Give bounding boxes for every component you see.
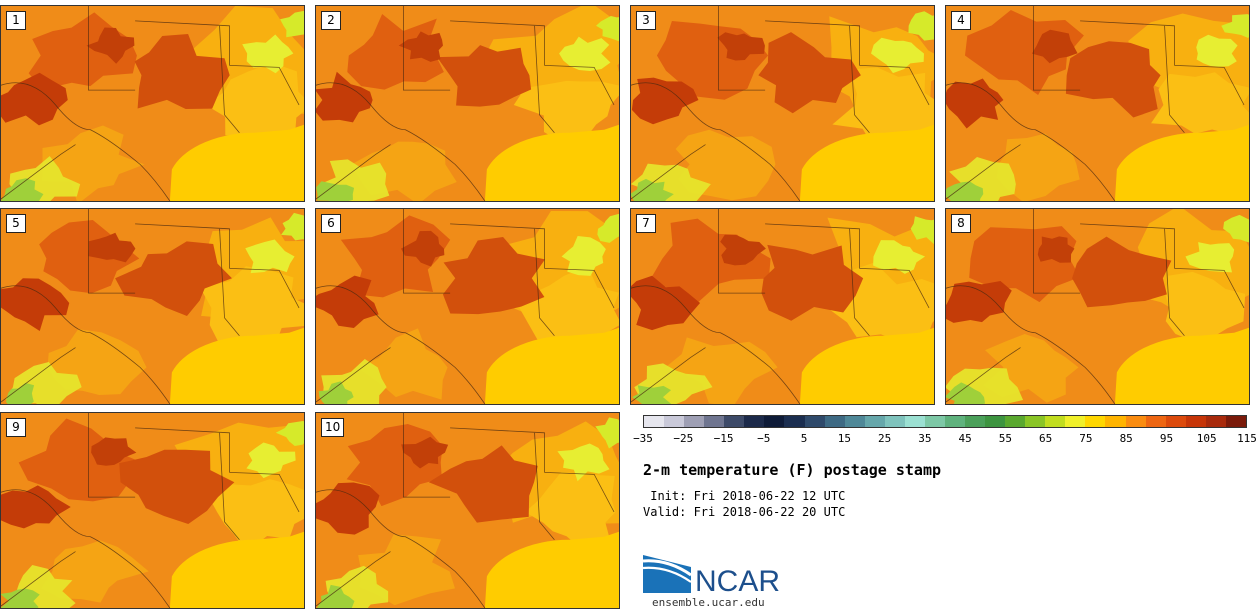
colorbar-tick-label: 75	[1079, 432, 1093, 445]
colorbar-segment	[704, 416, 725, 427]
panel-number: 8	[951, 214, 971, 233]
colorbar-segment	[1045, 416, 1066, 427]
colorbar-segment	[744, 416, 765, 427]
panel-number: 1	[6, 11, 26, 30]
colorbar-tick-label: 45	[958, 432, 972, 445]
panel-number: 5	[6, 214, 26, 233]
colorbar-segment	[965, 416, 986, 427]
colorbar-segment	[1085, 416, 1106, 427]
colorbar-segment	[844, 416, 865, 427]
temperature-map	[316, 413, 619, 608]
colorbar-tick-label: −25	[673, 432, 694, 445]
colorbar-segment	[784, 416, 805, 427]
map-panel: 3	[630, 5, 935, 202]
colorbar-segment	[1025, 416, 1046, 427]
colorbar-segment	[924, 416, 945, 427]
colorbar-tick-label: 95	[1159, 432, 1174, 445]
temperature-map	[631, 6, 934, 201]
temperature-map	[946, 6, 1249, 201]
website-url: ensemble.ucar.edu	[652, 596, 765, 609]
colorbar-segment	[1165, 416, 1186, 427]
temperature-map	[316, 209, 619, 404]
colorbar-tick-label: 115	[1237, 432, 1257, 445]
colorbar-segment	[684, 416, 705, 427]
panel-number: 2	[321, 11, 341, 30]
colorbar-tick-label: −5	[757, 432, 771, 445]
panel-number: 7	[636, 214, 656, 233]
colorbar-tick-label: 105	[1196, 432, 1217, 445]
map-panel: 6	[315, 208, 620, 405]
colorbar-segment	[664, 416, 685, 427]
valid-time: Valid: Fri 2018-06-22 20 UTC	[643, 505, 846, 519]
colorbar-segment	[644, 416, 665, 427]
map-panel: 5	[0, 208, 305, 405]
temperature-map	[1, 209, 304, 404]
temperature-colorbar	[643, 415, 1247, 428]
colorbar-tick-label: 85	[1119, 432, 1133, 445]
colorbar-segment	[1205, 416, 1226, 427]
colorbar-segment	[764, 416, 785, 427]
colorbar-tick-label: −35	[633, 432, 653, 445]
colorbar-tick-label: −15	[713, 432, 734, 445]
colorbar-segment	[1225, 416, 1246, 427]
colorbar-segment	[904, 416, 925, 427]
panel-number: 3	[636, 11, 656, 30]
panel-number: 4	[951, 11, 971, 30]
map-panel: 8	[945, 208, 1250, 405]
colorbar-segment	[1105, 416, 1126, 427]
temperature-map	[316, 6, 619, 201]
colorbar-segment	[804, 416, 825, 427]
temperature-map	[946, 209, 1249, 404]
colorbar-segment	[985, 416, 1006, 427]
init-time: Init: Fri 2018-06-22 12 UTC	[643, 489, 846, 503]
colorbar-tick-label: 25	[877, 432, 892, 445]
map-panel: 4	[945, 5, 1250, 202]
logo-text: NCAR	[695, 565, 780, 595]
colorbar-segment	[1145, 416, 1166, 427]
map-panel: 9	[0, 412, 305, 609]
colorbar-tick-label: 55	[998, 432, 1013, 445]
chart-title: 2-m temperature (F) postage stamp	[643, 461, 942, 479]
colorbar-segment	[1005, 416, 1026, 427]
colorbar-segment	[1185, 416, 1206, 427]
map-panel: 1	[0, 5, 305, 202]
map-panel: 7	[630, 208, 935, 405]
panel-number: 10	[321, 418, 345, 437]
colorbar-tick-label: 35	[918, 432, 932, 445]
map-panel: 2	[315, 5, 620, 202]
temperature-map	[631, 209, 934, 404]
panel-number: 6	[321, 214, 341, 233]
map-panel: 10	[315, 412, 620, 609]
panel-number: 9	[6, 418, 26, 437]
colorbar-tick-label: 65	[1039, 432, 1053, 445]
colorbar-segment	[864, 416, 885, 427]
colorbar-segment	[884, 416, 905, 427]
temperature-map	[1, 6, 304, 201]
colorbar-segment	[1125, 416, 1146, 427]
temperature-map	[1, 413, 304, 608]
colorbar-tick-label: 15	[837, 432, 851, 445]
ncar-logo: NCAR	[642, 555, 793, 598]
colorbar-segment	[724, 416, 745, 427]
colorbar-tick-labels: −35 −25 −15 −5 5 15 25 35 45 55 65 75 85 95 105 115	[633, 432, 1257, 446]
colorbar-segment	[1065, 416, 1086, 427]
colorbar-segment	[944, 416, 965, 427]
colorbar-segment	[824, 416, 845, 427]
colorbar-tick-label: 5	[800, 432, 808, 445]
